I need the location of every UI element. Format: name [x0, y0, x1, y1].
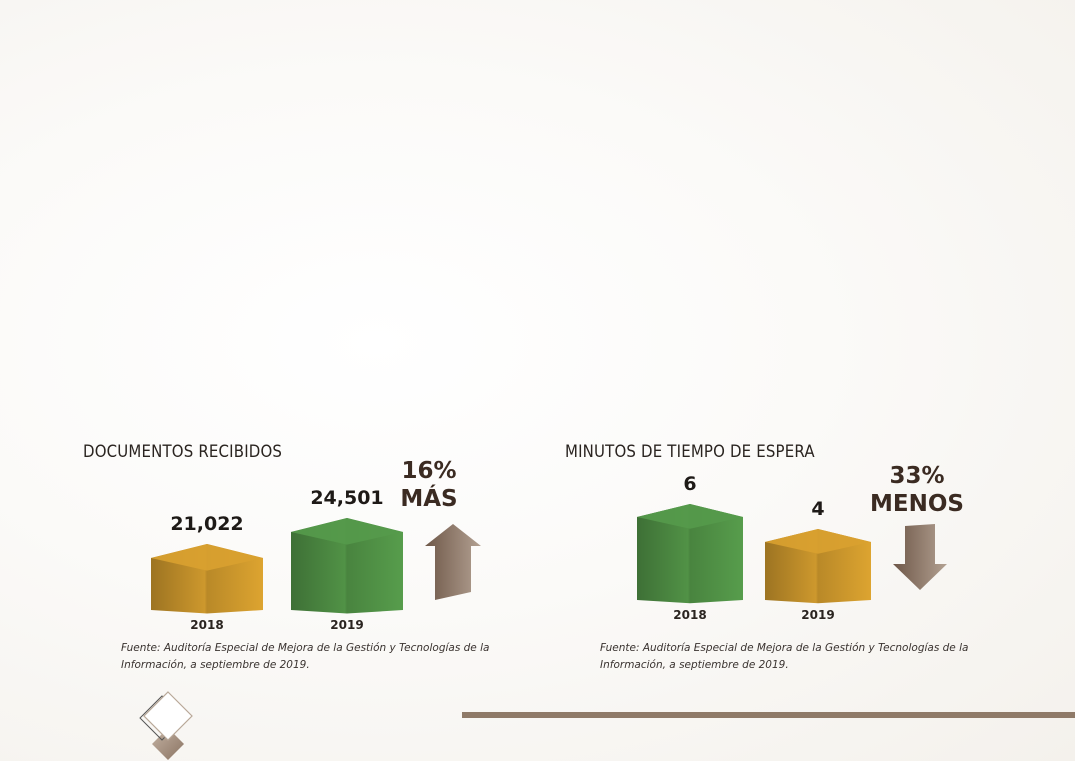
- bar-2018: [151, 544, 263, 614]
- chart-area-minutos: 6 2018 4 2019 33%MENOS: [637, 463, 964, 622]
- chart-documentos-recibidos: DOCUMENTOS RECIBIDOS 21,022 2018 24,501 201…: [83, 438, 563, 698]
- value-label: 6: [683, 473, 696, 495]
- source-note: Fuente: Auditoría Especial de Mejora de …: [600, 642, 969, 671]
- value-label: 21,022: [170, 513, 243, 535]
- change-label: 16%: [401, 458, 456, 484]
- year-label: 2019: [801, 608, 834, 622]
- diamond-logo-icon: [139, 691, 193, 760]
- year-label: 2018: [673, 608, 706, 622]
- arrow-up-icon: [425, 524, 481, 600]
- change-label: MÁS: [400, 484, 457, 512]
- source-note: Fuente: Auditoría Especial de Mejora de …: [121, 642, 490, 671]
- change-label: MENOS: [870, 491, 964, 517]
- chart-minutos-espera: MINUTOS DE TIEMPO DE ESPERA 6 2018 4 2019 33…: [565, 438, 1045, 698]
- value-label: 4: [811, 498, 824, 520]
- value-label: 24,501: [310, 487, 383, 509]
- bar-2019: [291, 518, 403, 614]
- chart-title: DOCUMENTOS RECIBIDOS: [83, 442, 283, 462]
- chart-area-documentos: 21,022 2018 24,501 2019 16%MÁS: [151, 458, 481, 632]
- change-label: 33%: [889, 463, 944, 489]
- year-label: 2018: [190, 618, 223, 632]
- footer-divider: [462, 712, 1075, 718]
- chart-title: MINUTOS DE TIEMPO DE ESPERA: [565, 442, 815, 462]
- bar-2018: [637, 504, 743, 604]
- arrow-down-icon: [893, 524, 947, 590]
- bar-2019: [765, 529, 871, 604]
- year-label: 2019: [330, 618, 363, 632]
